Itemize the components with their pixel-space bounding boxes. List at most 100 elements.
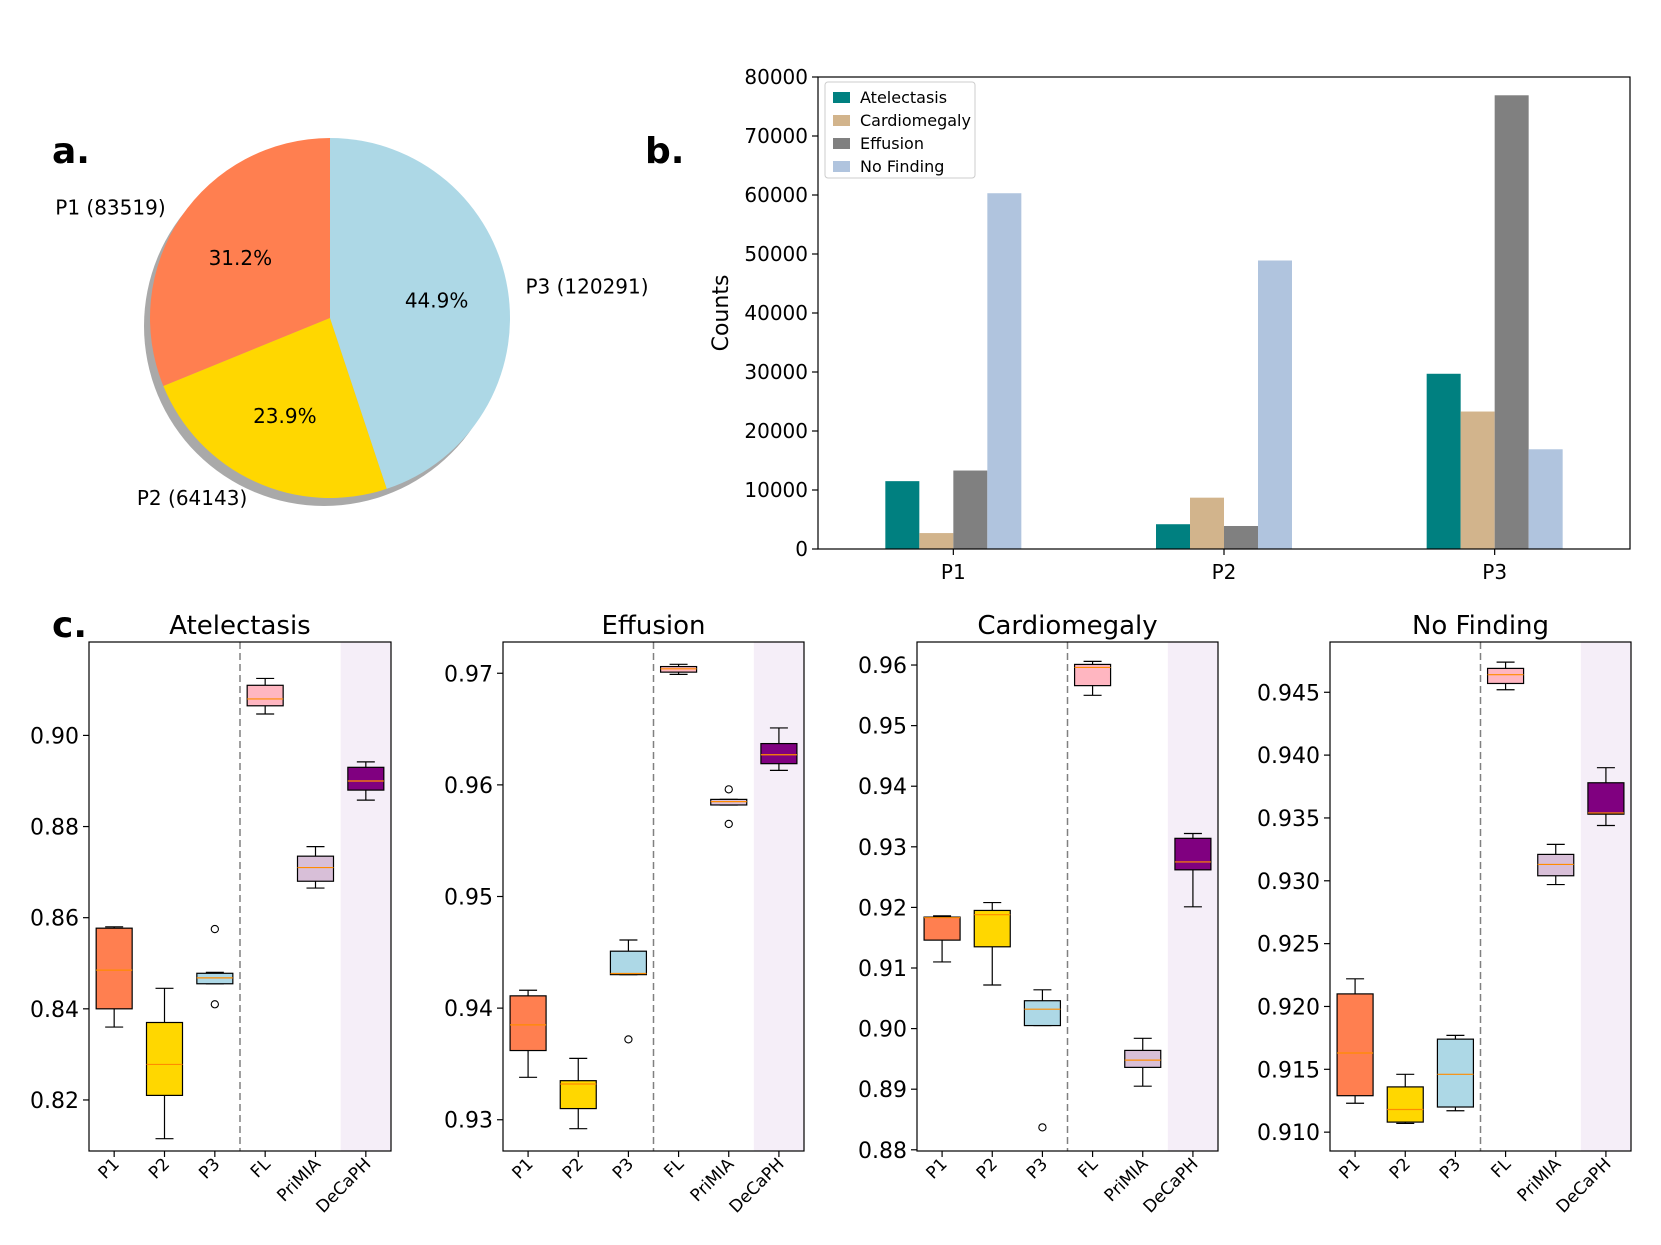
x-tick-label: DeCaPH (1140, 1154, 1203, 1217)
y-tick-label: 0.88 (858, 1139, 907, 1164)
legend-swatch (833, 115, 850, 126)
x-tick-label: P3 (195, 1154, 224, 1183)
pie-slice-2 (163, 318, 387, 498)
y-tick-label: 0.88 (30, 816, 79, 841)
y-tick-label: 0.90 (858, 1018, 907, 1043)
pie-slice-label: P2 (64143) (137, 486, 247, 510)
bar (1460, 411, 1495, 549)
plot-frame (88, 641, 392, 1152)
y-tick-label: 0.920 (1257, 995, 1320, 1020)
y-tick-label: 0.96 (444, 774, 493, 799)
pie-slice-label: P1 (83519) (55, 196, 165, 220)
y-tick-label: 0.91 (858, 957, 907, 982)
y-tick-label: 60000 (744, 183, 808, 207)
x-tick-label: P3 (609, 1154, 638, 1183)
y-tick-label: 0.82 (30, 1089, 79, 1114)
box (1023, 1000, 1062, 1027)
box-plot-title: Cardiomegaly (977, 611, 1157, 641)
bar (1224, 525, 1258, 549)
pie-percent-label: 31.2% (209, 246, 273, 270)
y-tick-label: 0.940 (1257, 744, 1320, 769)
box-plot-title: No Finding (1412, 611, 1549, 641)
legend-swatch (833, 92, 850, 103)
pie-percent-label: 23.9% (253, 404, 317, 428)
box-plot-panel: P1 P2 P3 FLPriMIADeCaPH0.880.890.900.910.92… (858, 611, 1219, 1217)
outlier-point (210, 1000, 219, 1009)
y-tick-label: 0.96 (858, 654, 907, 679)
legend-box (824, 81, 976, 179)
y-tick-label: 0.90 (30, 724, 79, 749)
y-tick-label: 0.95 (444, 886, 493, 911)
box (296, 855, 335, 882)
y-tick-label: 40000 (744, 301, 808, 325)
y-tick-label: 0.86 (30, 907, 79, 932)
x-tick-label: P3 (1436, 1154, 1465, 1183)
panel-label-b: b. (645, 131, 684, 172)
y-tick-label: 0.97 (444, 662, 493, 687)
box (1436, 1038, 1475, 1108)
plot-frame (1329, 641, 1632, 1152)
bar (1258, 260, 1292, 549)
bar (987, 193, 1022, 550)
legend-entry: Atelectasis (860, 88, 947, 107)
legend-entry: Effusion (860, 134, 924, 153)
box-plot-title: Effusion (602, 611, 706, 641)
box (760, 742, 798, 765)
box-plot-title: Atelectasis (169, 611, 310, 641)
x-tick-label: FL (1074, 1154, 1102, 1182)
x-tick-label: P1 (509, 1154, 538, 1183)
y-tick-label: 0.94 (444, 997, 493, 1022)
outlier-point (624, 1035, 633, 1044)
x-tick-label: P3 (1023, 1154, 1052, 1183)
box (559, 1080, 597, 1110)
y-axis-label: Counts (709, 275, 734, 352)
bar (1190, 497, 1224, 549)
outlier-point (1038, 1123, 1047, 1132)
pie-percent-label: 44.9% (405, 289, 469, 313)
y-tick-label: 0.945 (1257, 681, 1320, 706)
outlier-point (724, 819, 733, 829)
box (1587, 782, 1625, 815)
box (1174, 837, 1212, 871)
bar (953, 470, 988, 549)
y-tick-label: 0 (795, 537, 808, 561)
x-tick-label: P2 (973, 1154, 1002, 1183)
box (1073, 663, 1112, 687)
bar (1156, 524, 1190, 549)
bar (1528, 449, 1563, 549)
legend-swatch (833, 138, 850, 149)
x-tick-label: P2 (559, 1154, 588, 1183)
y-tick-label: 0.93 (444, 1109, 493, 1134)
x-tick-label: P1 (1336, 1154, 1365, 1183)
box (973, 909, 1011, 948)
pie-slice-3 (330, 138, 511, 489)
y-tick-label: 0.930 (1257, 870, 1320, 895)
panel-label-a: a. (52, 131, 90, 172)
box (1124, 1049, 1162, 1068)
box-plot-panel: P1 P2 P3 FLPriMIADeCaPH0.9100.9150.9200.925… (1257, 611, 1632, 1217)
box (509, 995, 547, 1052)
x-tick-label: DeCaPH (1553, 1154, 1616, 1217)
highlight-band (1580, 642, 1631, 1151)
panel-label-c: c. (52, 605, 87, 646)
y-tick-label: 0.93 (858, 836, 907, 861)
box-plot-panel: P1 P2 P3 FLPriMIADeCaPH0.820.840.860.880.90… (30, 611, 392, 1217)
bar (885, 481, 920, 549)
box-plot-panel: P1 P2 P3 FLPriMIADeCaPH0.930.940.950.960.97… (444, 611, 805, 1217)
legend-entry: No Finding (860, 157, 944, 176)
y-tick-label: 0.915 (1257, 1058, 1320, 1083)
outlier-point (724, 785, 733, 794)
legend-entry: Cardiomegaly (860, 111, 971, 130)
box (1537, 853, 1575, 877)
y-tick-label: 0.95 (858, 715, 907, 740)
highlight-band (753, 642, 804, 1151)
x-tick-label: P2 (1386, 1154, 1415, 1183)
highlight-band (340, 642, 391, 1151)
box-plots: P1 P2 P3 FLPriMIADeCaPH0.820.840.860.880.90… (30, 611, 1632, 1217)
pie-slice-label: P3 (120291) (525, 274, 648, 298)
bar (1426, 373, 1461, 549)
outlier-point (210, 924, 219, 934)
bar-chart: P1 P2 P3 0 10000 20000 30000 40000 50000 60000 700… (709, 65, 1631, 584)
box (1386, 1086, 1424, 1123)
